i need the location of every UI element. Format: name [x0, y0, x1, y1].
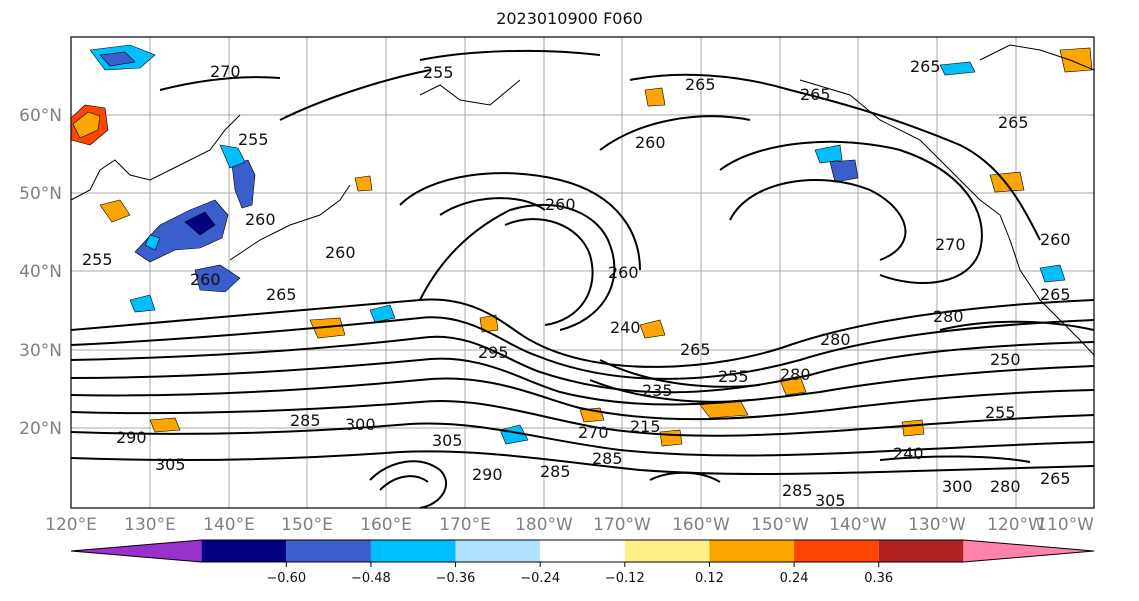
- contour-label: 265: [685, 75, 716, 94]
- colorbar-tick-label: −0.36: [436, 571, 476, 586]
- longitude-label: 160°E: [360, 515, 412, 535]
- contour-label: 265: [680, 340, 711, 359]
- shaded-field: [71, 44, 1093, 447]
- contour-label: 290: [472, 465, 503, 484]
- contour-label: 305: [815, 491, 846, 510]
- colorbar-segment: [540, 540, 625, 562]
- contour-label: 255: [423, 63, 454, 82]
- colorbar-segment: [794, 540, 879, 562]
- contour-label: 260: [325, 243, 356, 262]
- colorbar: −0.60 −0.48 −0.36 −0.24 −0.12 0.12 0.24 0.36: [70, 539, 1095, 586]
- colorbar-tick-label: 0.12: [695, 571, 724, 586]
- contour-label: 285: [782, 481, 813, 500]
- contour-label: 255: [238, 130, 269, 149]
- contour-label: 260: [245, 210, 276, 229]
- contour-label: 260: [608, 263, 639, 282]
- colorbar-segment: [370, 540, 456, 562]
- contour-label: 215: [630, 417, 661, 436]
- colorbar-tick-label: −0.60: [266, 571, 306, 586]
- latitude-label: 40°N: [19, 262, 62, 282]
- coastlines: [71, 44, 1094, 356]
- contour-label: 280: [820, 330, 851, 349]
- contour-label: 265: [266, 285, 297, 304]
- colorbar-segments: [70, 539, 1095, 563]
- contour-label: 240: [610, 318, 641, 337]
- longitude-label: 140°E: [203, 515, 255, 535]
- contour-label: 280: [933, 307, 964, 326]
- latitude-label: 20°N: [19, 419, 62, 439]
- longitude-label: 170°E: [439, 515, 491, 535]
- contour-label: 260: [635, 133, 666, 152]
- longitude-label: 110°W: [1036, 515, 1094, 535]
- contour-label: 250: [990, 350, 1021, 369]
- colorbar-segment: [709, 540, 795, 562]
- contour-label: 285: [290, 411, 321, 430]
- contour-label: 265: [998, 113, 1029, 132]
- longitude-label: 130°W: [908, 515, 966, 535]
- longitude-label: 120°W: [987, 515, 1045, 535]
- contour-label: 270: [935, 235, 966, 254]
- longitude-label: 120°E: [45, 515, 97, 535]
- colorbar-tick-label: −0.12: [605, 571, 645, 586]
- colorbar-outline: [70, 539, 1095, 563]
- contour-label: 260: [545, 195, 576, 214]
- colorbar-segment: [201, 540, 287, 562]
- contour-label: 265: [1040, 469, 1071, 488]
- map-title: 2023010900 F060: [496, 9, 643, 28]
- contour-label: 285: [540, 462, 571, 481]
- longitude-label: 150°W: [751, 515, 809, 535]
- colorbar-segment: [71, 540, 202, 562]
- contour-label: 290: [116, 428, 147, 447]
- contour-label: 265: [910, 57, 941, 76]
- contour-label: 265: [1040, 285, 1071, 304]
- colorbar-segment: [963, 540, 1094, 562]
- latitude-label: 50°N: [19, 184, 62, 204]
- contour-label: 240: [893, 444, 924, 463]
- contour-label: 300: [942, 477, 973, 496]
- contour-label: 300: [345, 415, 376, 434]
- colorbar-ticks: −0.60 −0.48 −0.36 −0.24 −0.12 0.12 0.24 0.36: [266, 562, 893, 586]
- contour-label: 260: [1040, 230, 1071, 249]
- colorbar-tick-label: 0.36: [864, 571, 893, 586]
- contour-label: 255: [718, 367, 749, 386]
- latitude-label: 60°N: [19, 106, 62, 126]
- colorbar-tick-label: −0.24: [520, 571, 560, 586]
- longitude-label: 140°W: [829, 515, 887, 535]
- contour-label: 280: [780, 365, 811, 384]
- colorbar-segment: [878, 540, 964, 562]
- longitude-label: 160°W: [672, 515, 730, 535]
- contour-label: 280: [990, 477, 1021, 496]
- colorbar-segment: [455, 540, 541, 562]
- latitude-labels: 60°N 50°N 40°N 30°N 20°N: [19, 106, 62, 439]
- colorbar-segment: [286, 540, 371, 562]
- contour-label: 285: [592, 449, 623, 468]
- contour-label: 305: [432, 431, 463, 450]
- longitude-label: 130°E: [124, 515, 176, 535]
- contour-label: 255: [82, 250, 113, 269]
- contour-label: 270: [210, 62, 241, 81]
- colorbar-tick-label: −0.48: [351, 571, 391, 586]
- colorbar-tick-label: 0.24: [780, 571, 809, 586]
- contour-label: 305: [155, 455, 186, 474]
- map-plot-area: 270 255 265 265 265 260 265 255 260 265 …: [71, 37, 1094, 510]
- contour-label: 270: [578, 423, 609, 442]
- latitude-label: 30°N: [19, 341, 62, 361]
- longitude-labels: 120°E 130°E 140°E 150°E 160°E 170°E 180°…: [45, 515, 1094, 535]
- contour-label: 260: [190, 270, 221, 289]
- contour-lines: [71, 49, 1094, 508]
- contour-label: 255: [985, 403, 1016, 422]
- longitude-label: 150°E: [281, 515, 333, 535]
- longitude-label: 170°W: [593, 515, 651, 535]
- contour-label-group: 270 255 265 265 265 260 265 255 260 265 …: [82, 57, 1071, 510]
- longitude-label: 180°W: [515, 515, 573, 535]
- map-frame: [70, 36, 1095, 509]
- contour-label: 235: [642, 381, 673, 400]
- contour-label: 295: [478, 343, 509, 362]
- contour-label: 265: [800, 85, 831, 104]
- colorbar-segment: [624, 540, 710, 562]
